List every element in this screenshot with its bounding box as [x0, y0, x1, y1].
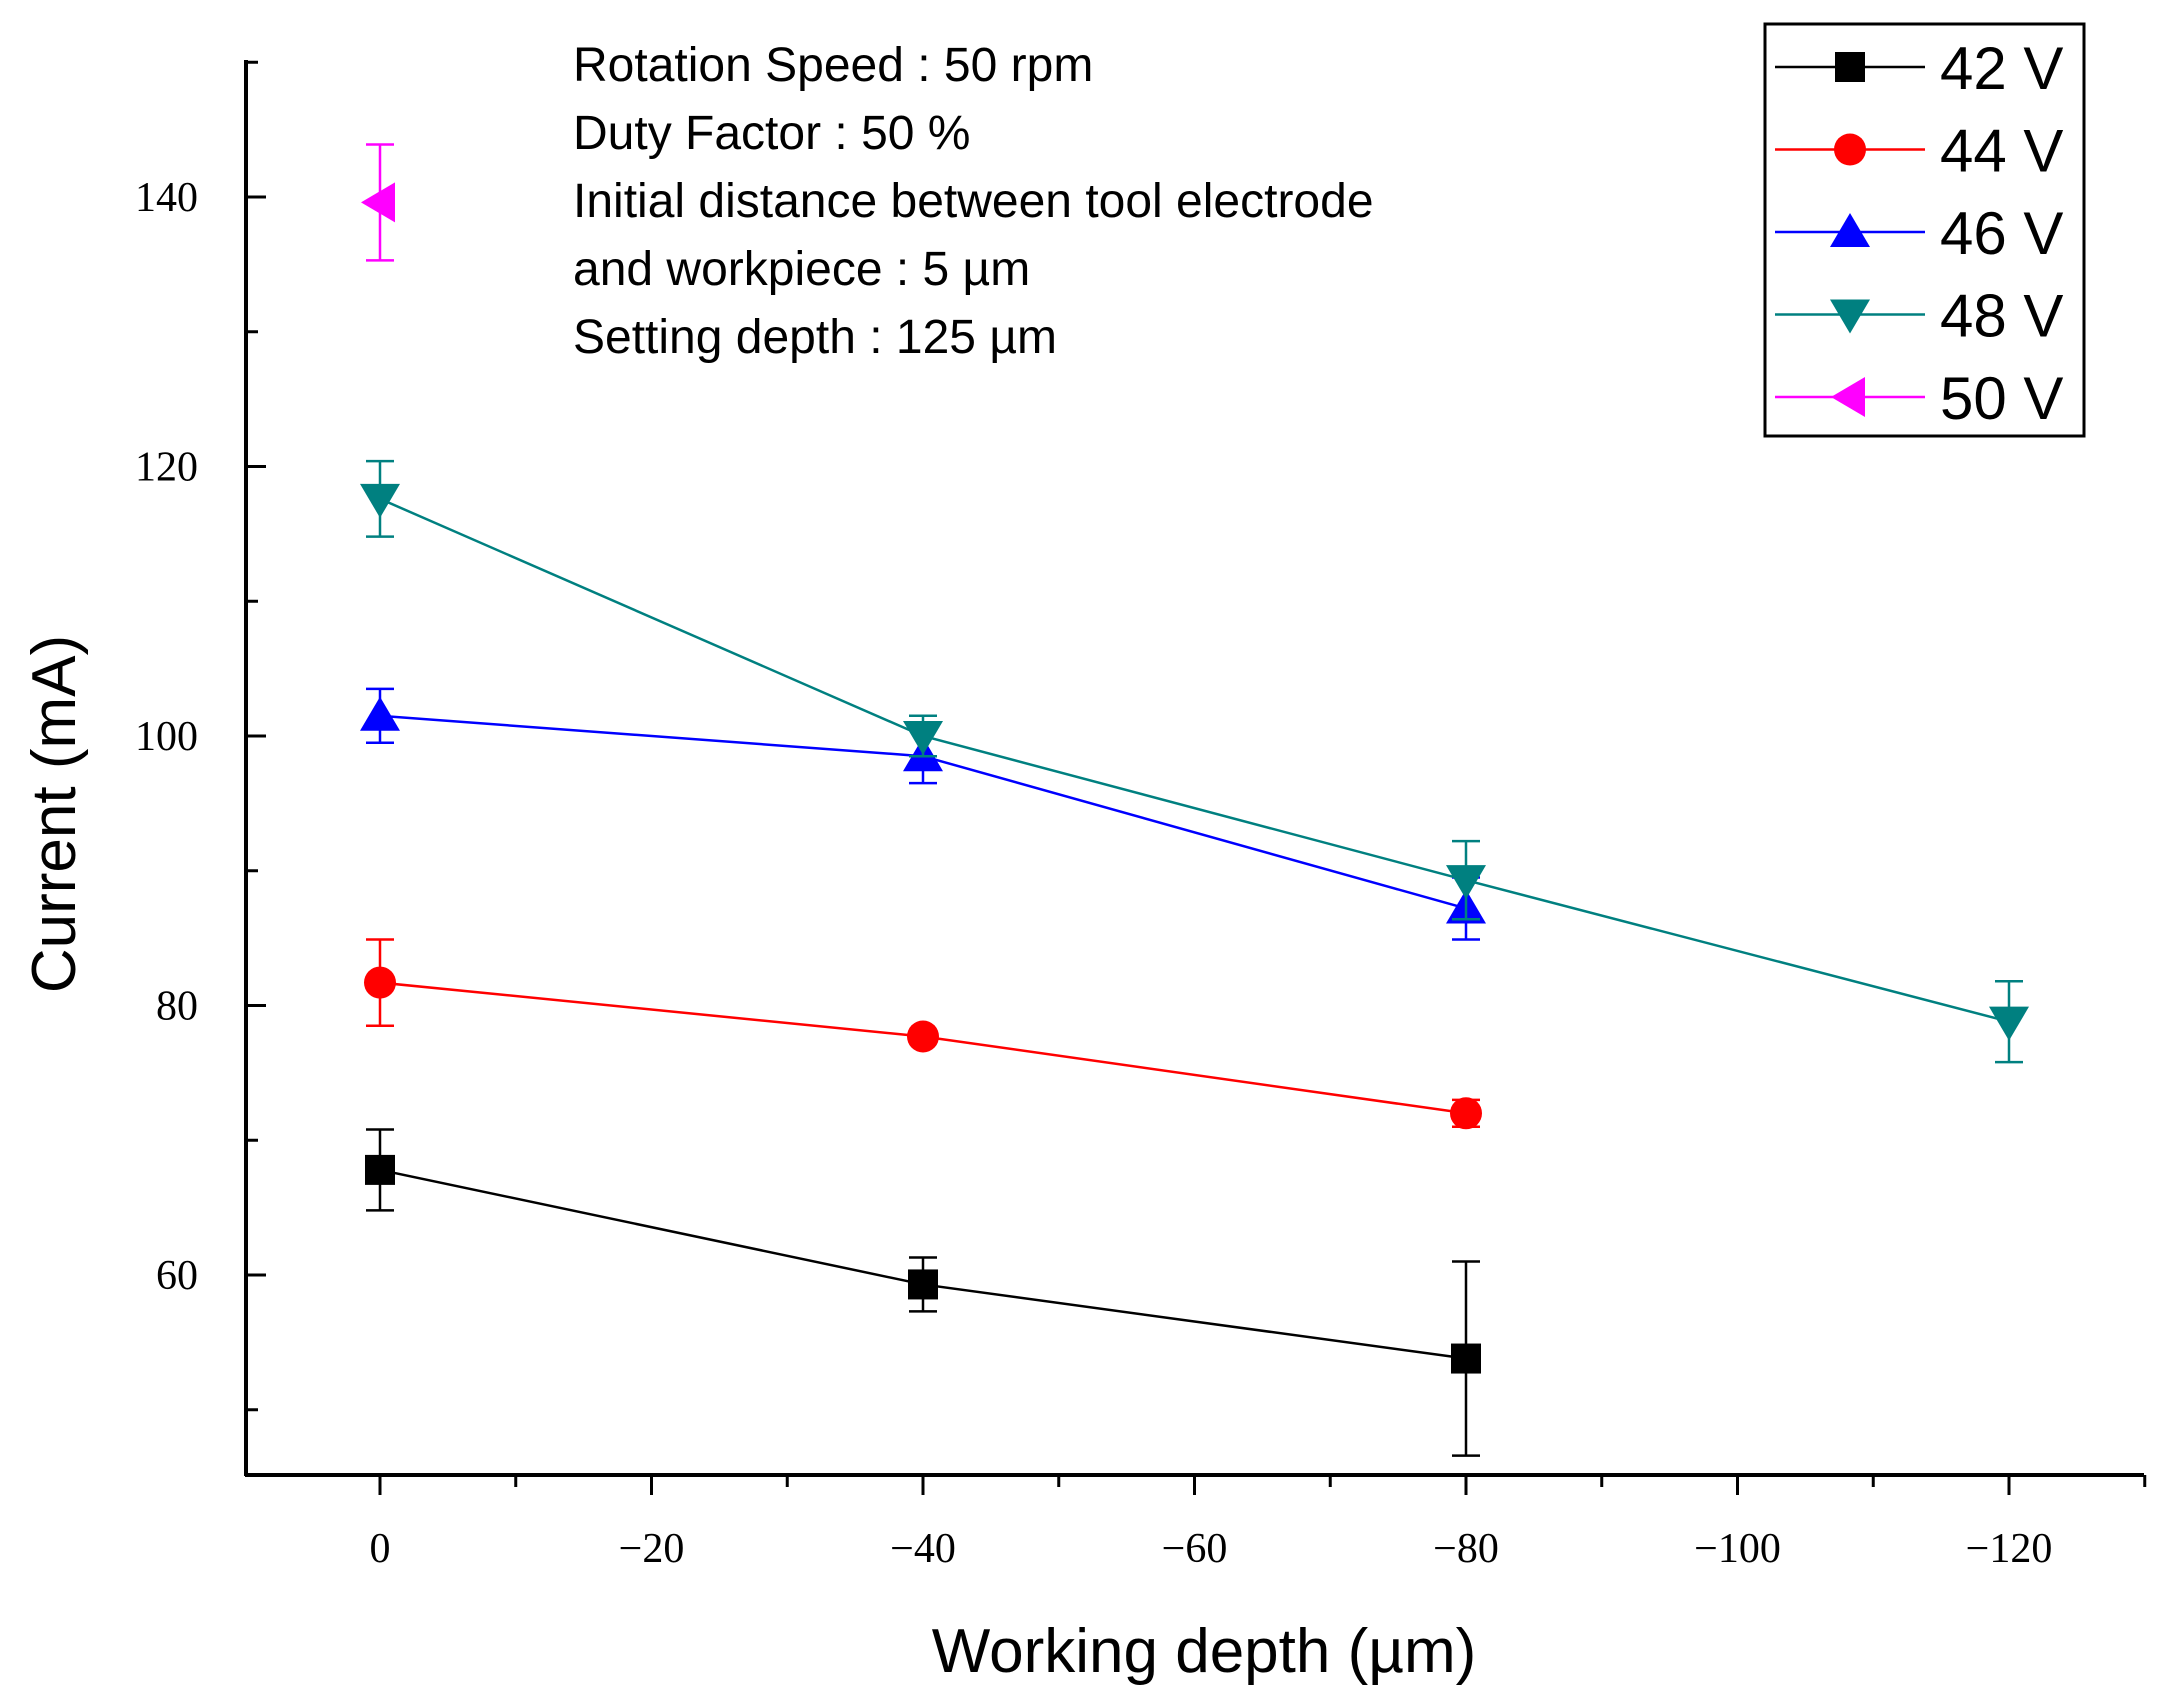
x-tick-label: −100 — [1694, 1526, 1781, 1572]
legend-item: 50 V — [1775, 365, 2063, 432]
data-point — [361, 182, 395, 223]
y-tick-label: 80 — [156, 984, 198, 1030]
legend-label: 44 V — [1940, 118, 2063, 185]
legend-label: 50 V — [1940, 365, 2063, 432]
legend-marker — [1831, 377, 1865, 417]
legend-marker — [1830, 299, 1870, 334]
x-tick-label: −120 — [1966, 1526, 2053, 1572]
series-line — [379, 497, 2010, 1023]
legend-item: 42 V — [1775, 35, 2063, 102]
data-point — [903, 721, 943, 755]
series-layer — [360, 143, 2029, 1457]
data-point — [907, 1020, 939, 1053]
data-point — [364, 966, 396, 999]
data-point — [908, 1269, 938, 1300]
annotation-line: Duty Factor : 50 % — [573, 107, 970, 160]
x-tick-label: −60 — [1162, 1526, 1228, 1572]
x-tick-label: −80 — [1433, 1526, 1499, 1572]
data-point — [365, 1154, 395, 1185]
legend-marker — [1830, 213, 1870, 247]
legend-item: 48 V — [1775, 283, 2063, 350]
annotation-line: Initial distance between tool electrode — [573, 175, 1374, 228]
x-tick-label: −20 — [619, 1526, 685, 1572]
data-point — [360, 483, 400, 518]
x-tick-label: 0 — [370, 1526, 391, 1572]
legend-item: 46 V — [1775, 200, 2063, 267]
annotation-block: Rotation Speed : 50 rpm Duty Factor : 50 … — [573, 39, 1374, 364]
y-tick-label: 60 — [156, 1253, 198, 1299]
series-44v — [364, 938, 1482, 1130]
legend-marker — [1834, 133, 1866, 166]
y-tick-label: 100 — [135, 714, 198, 760]
series-42v — [365, 1128, 1481, 1457]
legend-label: 46 V — [1940, 200, 2063, 267]
annotation-line: and workpiece : 5 µm — [573, 243, 1030, 296]
y-tick-label: 120 — [135, 445, 198, 491]
series-50v — [361, 143, 395, 262]
legend-box — [1763, 22, 2086, 438]
legend-label: 42 V — [1940, 35, 2063, 102]
data-point — [360, 696, 400, 731]
x-axis-label: Working depth (µm) — [932, 1617, 1477, 1686]
data-point — [1989, 1006, 2029, 1041]
legend-label: 48 V — [1940, 283, 2063, 350]
annotation-line: Rotation Speed : 50 rpm — [573, 39, 1093, 92]
legend-item: 44 V — [1775, 118, 2063, 185]
data-point — [1450, 1097, 1482, 1130]
y-tick-label: 140 — [135, 175, 198, 221]
x-tick-label: −40 — [890, 1526, 956, 1572]
axes: 60 80 100 120 140 0 −20 −40 −60 −80 −100 −120 — [135, 60, 2147, 1572]
annotation-line: Setting depth : 125 µm — [573, 311, 1057, 364]
legend: 42 V 44 V 46 V 48 V 50 V — [1763, 22, 2086, 438]
series-48v — [360, 459, 2029, 1064]
legend-marker — [1835, 52, 1865, 82]
data-point — [1451, 1343, 1481, 1374]
data-point — [1446, 865, 1486, 900]
y-axis-label: Current (mA) — [20, 635, 89, 993]
